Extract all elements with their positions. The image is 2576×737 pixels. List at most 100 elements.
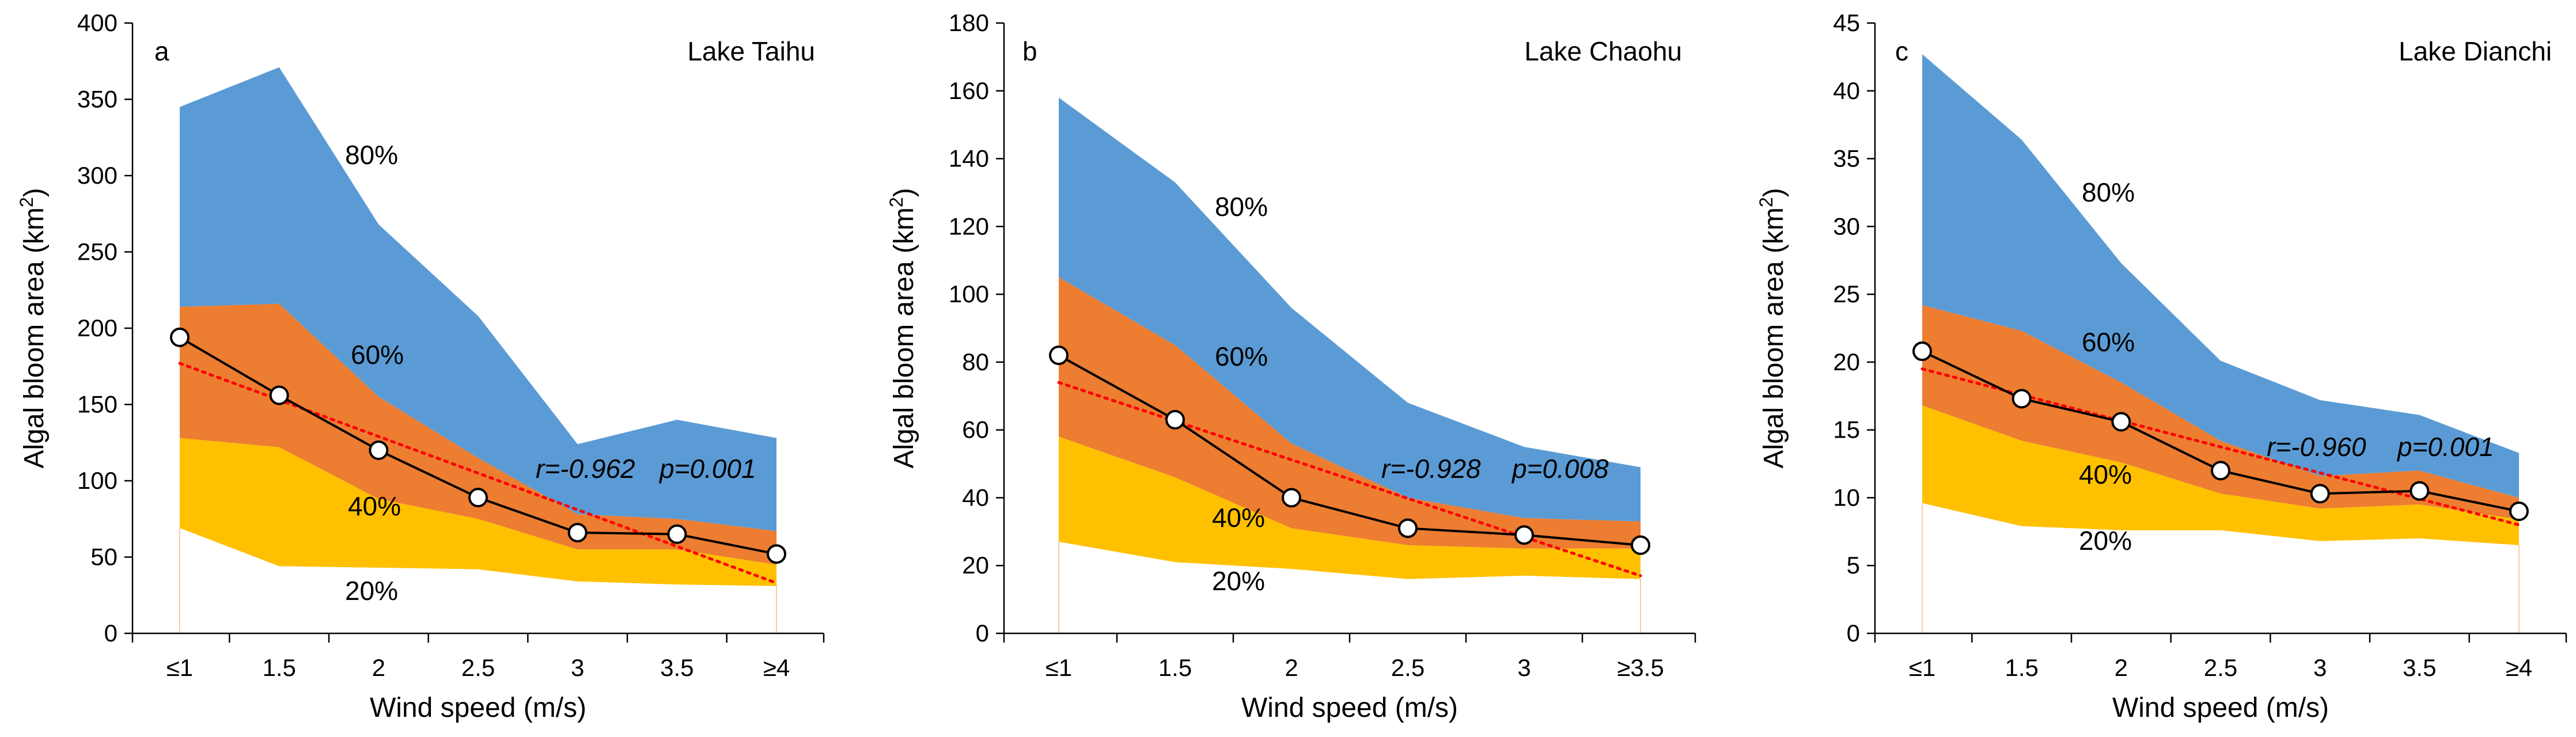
mean-point	[1912, 341, 1932, 362]
mean-point	[1398, 518, 1418, 538]
mean-point	[170, 327, 190, 347]
panel-letter: c	[1895, 36, 1908, 66]
mean-point	[767, 544, 786, 564]
panel-lake-chaohu: 0 20 40 60 80 100 120 140 160 180 ≤1 1.5 2 2.5 3 ≥3.5 Wi…	[886, 9, 1696, 723]
x-tick-label: 3	[2313, 654, 2327, 681]
mean-point	[667, 524, 687, 544]
y-axis-title-close: )	[1759, 188, 1789, 197]
y-tick-label: 40	[1833, 77, 1860, 104]
band-label-40: 40%	[2079, 459, 2132, 489]
x-tick-label: 2.5	[2204, 654, 2237, 681]
y-axis-title-superscript: 2	[886, 197, 907, 207]
panel-letter: a	[154, 36, 169, 66]
band-label-60: 60%	[1215, 341, 1268, 371]
band-20-area	[1059, 542, 1641, 633]
mean-point	[1049, 345, 1069, 366]
x-axis-title: Wind speed (m/s)	[2112, 693, 2329, 723]
x-axis-title: Wind speed (m/s)	[370, 693, 586, 723]
x-tick-label: 2.5	[1391, 654, 1425, 681]
mean-point	[2211, 461, 2230, 481]
y-axis-title-main: Algal bloom area (km	[19, 207, 50, 469]
x-tick-label: 3	[1517, 654, 1531, 681]
y-tick-label: 120	[949, 212, 989, 240]
p-value: p=0.001	[658, 454, 756, 484]
mean-point	[2111, 412, 2131, 432]
trend-line	[1057, 381, 1642, 578]
panel-letter: b	[1022, 36, 1037, 66]
y-tick-label: 60	[962, 416, 989, 443]
x-tick-label: 3.5	[2403, 654, 2436, 681]
p-value: p=0.008	[1511, 454, 1609, 484]
y-tick-label: 180	[949, 9, 989, 36]
x-tick-label: 1.5	[2005, 654, 2038, 681]
band-60-area	[1922, 305, 2519, 520]
y-tick-label: 150	[77, 391, 118, 418]
band-label-40: 40%	[348, 491, 401, 521]
band-label-20: 20%	[1212, 566, 1265, 596]
band-label-20: 20%	[2079, 526, 2132, 556]
mean-point	[1282, 488, 1301, 508]
p-value: p=0.001	[2396, 432, 2494, 462]
mean-point	[1631, 535, 1650, 555]
mean-point	[1514, 525, 1534, 545]
y-tick-label: 400	[77, 9, 118, 36]
y-tick-label: 25	[1833, 280, 1860, 307]
band-label-80: 80%	[2082, 177, 2135, 207]
y-tick-label: 40	[962, 484, 989, 511]
y-tick-label: 5	[1847, 552, 1860, 579]
y-tick-label: 0	[104, 620, 118, 647]
x-tick-label: 1.5	[1158, 654, 1192, 681]
x-tick-label: 2	[1285, 654, 1298, 681]
correlation-r: r=-0.960	[2267, 432, 2366, 462]
lake-name: Lake Chaohu	[1524, 36, 1682, 66]
y-axis-title: Algal bloom area (km2)	[16, 188, 50, 468]
band-label-60: 60%	[351, 340, 404, 370]
mean-point	[2011, 389, 2032, 409]
x-tick-label: ≤1	[1909, 654, 1935, 681]
panel-lake-taihu: 0 50 100 150 200 250 300 350 400 ≤1 1.5 2 2.5 3 3.5 ≥4 W…	[16, 9, 825, 723]
y-tick-label: 0	[976, 620, 989, 647]
band-80-area	[180, 67, 776, 531]
band-60-area	[1059, 277, 1641, 549]
y-tick-label: 0	[1847, 620, 1860, 647]
x-tick-label: ≤1	[166, 654, 193, 681]
y-tick-label: 20	[1833, 348, 1860, 375]
y-axis-title-superscript: 2	[16, 197, 37, 207]
x-tick-label: ≥4	[2506, 654, 2532, 681]
y-tick-label: 35	[1833, 145, 1860, 172]
y-axis-title-main: Algal bloom area (km	[889, 207, 919, 469]
band-label-40: 40%	[1212, 503, 1265, 533]
y-tick-label: 100	[949, 280, 989, 307]
mean-line	[1058, 354, 1641, 546]
y-tick-label: 15	[1833, 416, 1860, 443]
y-axis-title: Algal bloom area (km2)	[886, 188, 919, 468]
x-tick-label: ≥4	[763, 654, 790, 681]
y-tick-label: 300	[77, 162, 118, 189]
band-label-20: 20%	[345, 576, 398, 606]
panel-lake-dianchi: 0 5 10 15 20 25 30 35 40 45 ≤1 1.5 2 2.5 3 3.5 ≥4 Wind sp…	[1756, 9, 2567, 723]
band-80-area	[1059, 97, 1641, 522]
band-40-area	[1059, 436, 1641, 579]
x-tick-label: 2.5	[461, 654, 495, 681]
y-tick-label: 250	[77, 238, 118, 265]
y-tick-label: 200	[77, 314, 118, 341]
y-axis-title-close: )	[889, 188, 919, 197]
x-tick-label: 3.5	[660, 654, 694, 681]
correlation-r: r=-0.962	[536, 454, 635, 484]
band-label-80: 80%	[345, 140, 398, 170]
x-tick-label: 2	[2115, 654, 2128, 681]
y-axis-title: Algal bloom area (km2)	[1756, 188, 1789, 468]
x-tick-label: 3	[571, 654, 584, 681]
y-tick-label: 160	[949, 77, 989, 104]
y-tick-label: 30	[1833, 212, 1860, 240]
x-tick-label: ≤1	[1045, 654, 1072, 681]
mean-point	[2310, 484, 2330, 504]
trend-line	[1920, 367, 2521, 527]
mean-point	[567, 523, 588, 543]
band-20-area	[1922, 503, 2519, 633]
y-axis-title-main: Algal bloom area (km	[1759, 207, 1789, 469]
y-tick-label: 350	[77, 86, 118, 113]
band-label-80: 80%	[1215, 192, 1268, 222]
correlation-r: r=-0.928	[1381, 454, 1481, 484]
band-40-area	[180, 438, 776, 586]
